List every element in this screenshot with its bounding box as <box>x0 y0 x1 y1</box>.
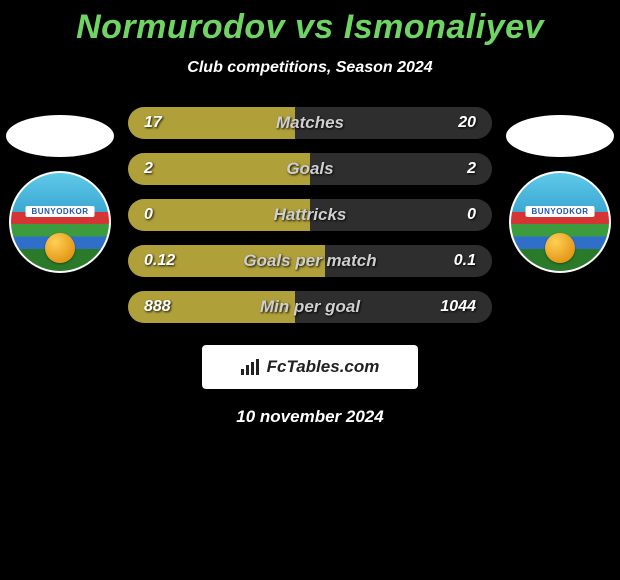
stat-value-right: 0 <box>467 206 476 224</box>
badge-text: BUNYODKOR <box>526 206 595 217</box>
brand-card: FcTables.com <box>202 345 418 389</box>
stat-value-right: 0.1 <box>454 252 476 270</box>
stat-fill-left <box>128 153 310 185</box>
brand-text: FcTables.com <box>267 357 380 377</box>
stat-value-left: 0.12 <box>144 252 175 270</box>
right-player-photo <box>506 115 614 157</box>
stat-value-left: 2 <box>144 160 153 178</box>
brand-chart-icon <box>241 359 261 375</box>
left-player-photo <box>6 115 114 157</box>
stat-value-left: 0 <box>144 206 153 224</box>
stat-bar: 2 Goals 2 <box>128 153 492 185</box>
right-player-column: BUNYODKOR <box>504 107 616 271</box>
badge-text: BUNYODKOR <box>26 206 95 217</box>
stat-value-right: 1044 <box>440 298 476 316</box>
stat-value-left: 17 <box>144 114 162 132</box>
stat-bar: 17 Matches 20 <box>128 107 492 139</box>
stat-bars: 17Matches202Goals20Hattricks00.12Goals p… <box>116 107 504 323</box>
page-title: Normurodov vs Ismonaliyev <box>0 8 620 47</box>
stat-bar: 0.12 Goals per match 0.1 <box>128 245 492 277</box>
stat-value-right: 2 <box>467 160 476 178</box>
stat-label: Matches <box>276 113 344 133</box>
left-team-badge: BUNYODKOR <box>11 173 109 271</box>
stat-label: Hattricks <box>274 205 347 225</box>
stat-label: Goals <box>286 159 333 179</box>
subtitle: Club competitions, Season 2024 <box>0 59 620 77</box>
main-row: BUNYODKOR 17Matches202Goals20Hattricks00… <box>0 107 620 323</box>
comparison-infographic: Normurodov vs Ismonaliyev Club competiti… <box>0 0 620 427</box>
stat-value-right: 20 <box>458 114 476 132</box>
stat-bar: 0 Hattricks 0 <box>128 199 492 231</box>
stat-fill-right <box>310 153 492 185</box>
stat-value-left: 888 <box>144 298 171 316</box>
date-line: 10 november 2024 <box>0 407 620 427</box>
stat-bar: 888 Min per goal 1044 <box>128 291 492 323</box>
stat-label: Goals per match <box>243 251 376 271</box>
stat-label: Min per goal <box>260 297 360 317</box>
right-team-badge: BUNYODKOR <box>511 173 609 271</box>
left-player-column: BUNYODKOR <box>4 107 116 271</box>
